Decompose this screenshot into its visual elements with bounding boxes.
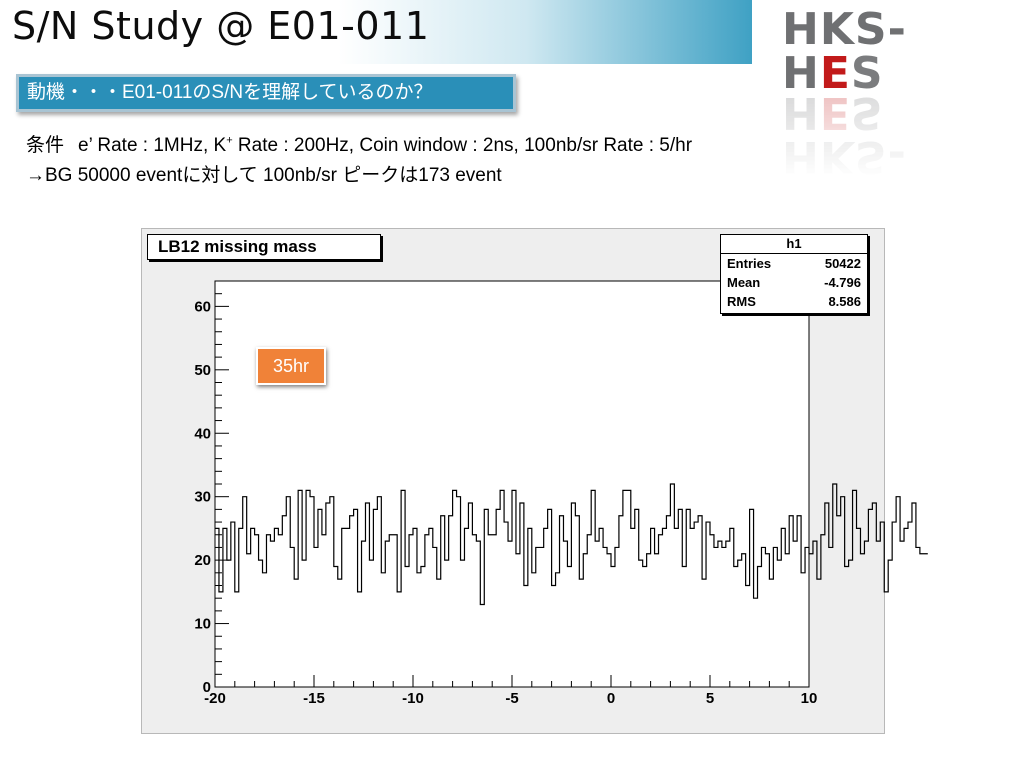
y-tick-label: 50 — [194, 362, 211, 379]
stats-box: h1 Entries 50422 Mean -4.796 RMS 8.586 — [720, 234, 868, 314]
conditions-line-1: 条件 e’ Rate : 1MHz, K+ Rate : 200Hz, Coin … — [26, 134, 693, 156]
x-tick-label: -10 — [402, 690, 424, 707]
x-tick-label: -20 — [204, 690, 226, 707]
x-tick-label: -5 — [505, 690, 518, 707]
histogram-line — [215, 483, 928, 606]
y-tick-label: 0 — [203, 679, 211, 696]
x-tick-label: 10 — [801, 690, 818, 707]
stats-name: h1 — [721, 235, 867, 254]
title-band — [0, 0, 752, 64]
stats-entries: Entries 50422 — [727, 256, 861, 271]
y-tick-label: 10 — [194, 616, 211, 633]
y-tick-label: 20 — [194, 552, 211, 569]
conditions-label: 条件 — [26, 135, 65, 156]
y-tick-label: 30 — [194, 489, 211, 506]
x-tick-label: -15 — [303, 690, 325, 707]
hks-hes-logo: HKS-HES HKS-HES — [782, 4, 907, 183]
stats-rms: RMS 8.586 — [727, 294, 861, 309]
conditions-line-2: →BG 50000 eventに対して 100nb/sr ピークは173 eve… — [26, 165, 502, 186]
x-axis: -20 -15 -10 -5 0 5 10 — [204, 675, 817, 707]
histogram-title: LB12 missing mass — [147, 234, 381, 260]
slide-title: S/N Study @ E01-011 — [12, 4, 430, 48]
stats-mean: Mean -4.796 — [727, 275, 861, 290]
motive-box: 動機・・・E01-011のS/Nを理解しているのか？ — [16, 74, 516, 112]
plot-area — [214, 280, 810, 688]
y-tick-label: 40 — [194, 425, 211, 442]
x-tick-label: 0 — [607, 690, 615, 707]
y-tick-label: 60 — [194, 298, 211, 315]
y-axis: 0 10 20 30 40 50 60 — [194, 280, 229, 696]
duration-badge: 35hr — [256, 347, 326, 385]
x-tick-label: 5 — [706, 690, 714, 707]
